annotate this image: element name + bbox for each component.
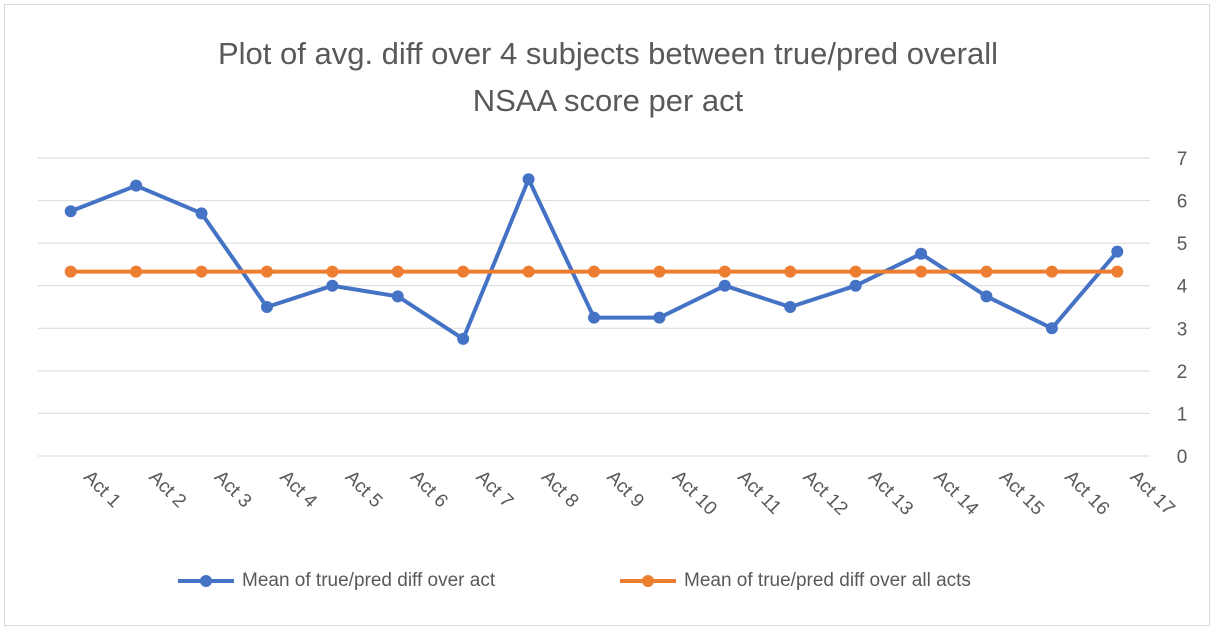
series-2-point-4 xyxy=(260,265,273,278)
series-1-point-12 xyxy=(784,301,797,313)
y-tick-label-1: 1 xyxy=(1177,404,1188,425)
legend-item-series-2: Mean of true/pred diff over all acts xyxy=(618,566,971,596)
x-tick-label-11: Act 11 xyxy=(733,467,785,519)
legend-label-series-1: Mean of true/pred diff over act xyxy=(242,570,496,591)
legend-label-series-2: Mean of true/pred diff over all acts xyxy=(684,570,971,591)
x-tick-label-2: Act 2 xyxy=(145,467,190,512)
x-tick-label-12: Act 12 xyxy=(799,467,852,520)
chart-title-line-1: Plot of avg. diff over 4 subjects betwee… xyxy=(217,36,999,71)
x-tick-label-10: Act 10 xyxy=(668,467,721,520)
y-tick-label-5: 5 xyxy=(1177,234,1188,255)
y-tick-label-4: 4 xyxy=(1177,277,1188,298)
series-2-point-5 xyxy=(326,265,339,278)
series-1-point-16 xyxy=(1045,322,1058,335)
series-1-point-4 xyxy=(260,301,273,313)
series-2-point-10 xyxy=(653,265,666,278)
x-tick-label-13: Act 13 xyxy=(864,467,917,520)
series-1-point-10 xyxy=(653,311,666,324)
series-2-point-12 xyxy=(784,265,797,278)
legend: Mean of true/pred diff over act Mean of … xyxy=(0,566,1216,596)
x-tick-label-3: Act 3 xyxy=(210,467,255,512)
y-tick-label-7: 7 xyxy=(1177,149,1188,170)
series-1-point-9 xyxy=(588,311,600,324)
series-2-point-6 xyxy=(391,265,404,278)
series-1-point-17 xyxy=(1111,245,1124,258)
x-tick-label-9: Act 9 xyxy=(602,467,647,512)
x-tick-label-6: Act 6 xyxy=(406,467,451,512)
legend-marker-series-2 xyxy=(620,575,676,587)
x-tick-label-17: Act 17 xyxy=(1126,467,1179,520)
series-2-point-14 xyxy=(915,265,928,278)
series-2-point-16 xyxy=(1045,265,1058,278)
x-tick-label-14: Act 14 xyxy=(930,467,983,520)
chart-title: Plot of avg. diff over 4 subjects betwee… xyxy=(0,30,1216,124)
series-2-point-15 xyxy=(980,265,993,278)
y-tick-label-6: 6 xyxy=(1177,192,1188,213)
series-1-point-13 xyxy=(849,279,862,292)
series-1-point-1 xyxy=(64,205,77,218)
x-tick-label-5: Act 5 xyxy=(341,467,386,512)
y-tick-label-3: 3 xyxy=(1177,319,1188,340)
series-2-point-9 xyxy=(588,265,600,278)
series-1-point-6 xyxy=(391,290,404,303)
chart-title-line-2: NSAA score per act xyxy=(472,83,744,118)
series-1-point-3 xyxy=(195,207,208,220)
chart-frame xyxy=(4,4,1210,626)
series-2-point-2 xyxy=(130,265,143,278)
y-tick-label-2: 2 xyxy=(1177,362,1188,383)
x-tick-label-15: Act 15 xyxy=(995,467,1048,520)
y-tick-label-0: 0 xyxy=(1177,447,1188,468)
series-2-point-8 xyxy=(522,265,535,278)
series-2-point-1 xyxy=(64,265,77,278)
series-2-point-7 xyxy=(457,265,470,278)
series-1-point-14 xyxy=(915,247,928,260)
series-1-point-7 xyxy=(457,332,470,345)
series-1-point-11 xyxy=(718,279,731,292)
x-tick-label-4: Act 4 xyxy=(275,467,321,513)
series-1-point-15 xyxy=(980,290,993,303)
legend-marker-series-1 xyxy=(178,575,234,587)
series-1-point-2 xyxy=(130,179,143,192)
series-2-point-11 xyxy=(718,265,731,278)
legend-item-series-1: Mean of true/pred diff over act xyxy=(176,566,495,596)
series-2-point-3 xyxy=(195,265,208,278)
series-1-point-8 xyxy=(522,173,535,186)
x-tick-label-8: Act 8 xyxy=(537,467,582,512)
series-2-point-17 xyxy=(1111,265,1124,278)
series-2-point-13 xyxy=(849,265,862,278)
x-tick-label-7: Act 7 xyxy=(472,467,517,512)
x-tick-label-1: Act 1 xyxy=(79,467,124,512)
series-1-point-5 xyxy=(326,279,339,292)
x-tick-label-16: Act 16 xyxy=(1060,467,1113,520)
